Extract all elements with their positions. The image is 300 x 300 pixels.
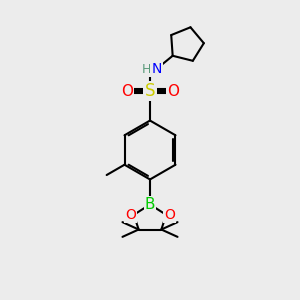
Text: O: O: [164, 208, 175, 222]
Text: O: O: [167, 84, 179, 99]
Text: O: O: [121, 84, 133, 99]
Text: H: H: [142, 62, 151, 76]
Text: B: B: [145, 197, 155, 212]
Text: S: S: [145, 82, 155, 100]
Text: N: N: [151, 62, 162, 76]
Text: O: O: [125, 208, 136, 222]
